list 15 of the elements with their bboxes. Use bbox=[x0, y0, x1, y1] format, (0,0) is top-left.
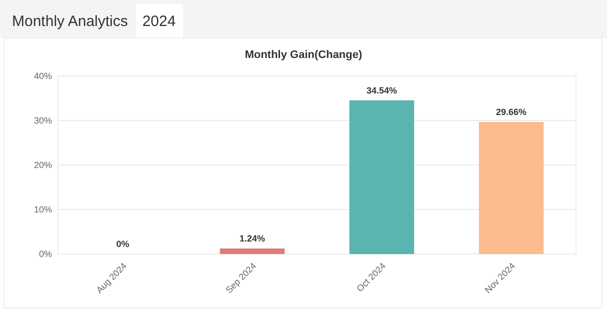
data-label: 1.24% bbox=[239, 233, 266, 244]
y-tick-label: 0% bbox=[38, 249, 52, 260]
y-tick-label: 10% bbox=[34, 204, 52, 215]
y-tick-label: 20% bbox=[34, 160, 52, 170]
bar bbox=[220, 248, 285, 254]
chart-title: Monthly Gain(Change) bbox=[244, 49, 362, 61]
bar bbox=[349, 100, 414, 254]
data-label: 29.66% bbox=[496, 107, 527, 118]
text: 2024 bbox=[142, 13, 176, 30]
text: Monthly Analytics bbox=[12, 13, 128, 30]
bar bbox=[478, 122, 544, 254]
y-tick-label: 30% bbox=[34, 116, 52, 126]
data-label: 0% bbox=[116, 239, 130, 249]
data-label: 34.54% bbox=[366, 85, 398, 96]
y-tick-label: 40% bbox=[34, 71, 52, 82]
